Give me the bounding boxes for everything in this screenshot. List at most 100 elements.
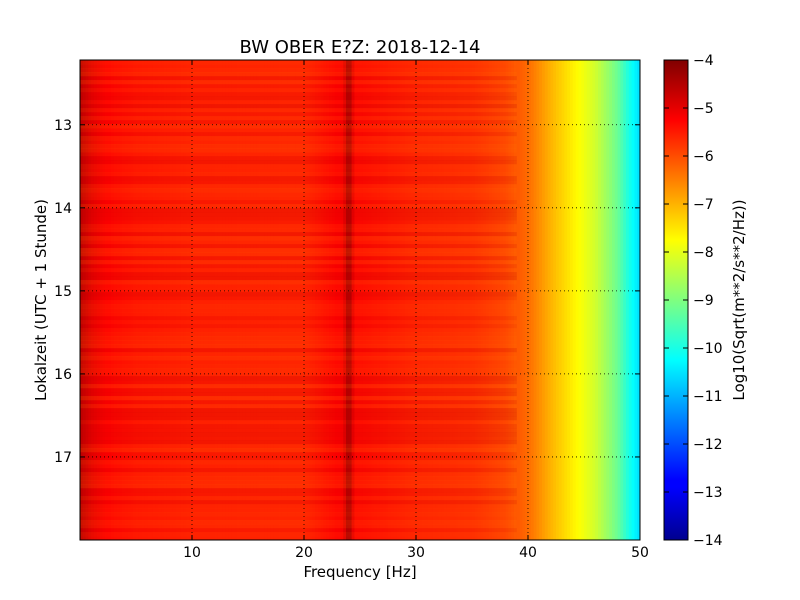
- heatmap-row-streak: [80, 372, 517, 377]
- heatmap-column: [214, 60, 218, 540]
- heatmap-column: [620, 60, 624, 540]
- heatmap-row-streak: [80, 528, 517, 533]
- heatmap-column: [528, 60, 532, 540]
- heatmap-column: [186, 60, 190, 540]
- heatmap-column: [138, 60, 143, 540]
- heatmap-column: [267, 60, 271, 540]
- heatmap-column: [236, 60, 241, 540]
- heatmap-column: [575, 60, 579, 540]
- heatmap-column: [544, 60, 549, 540]
- heatmap-row-streak: [80, 436, 517, 441]
- heatmap-column: [200, 60, 204, 540]
- heatmap-column: [122, 60, 126, 540]
- heatmap-column: [189, 60, 193, 540]
- heatmap-row-streak: [80, 376, 517, 381]
- heatmap-row-streak: [80, 456, 517, 461]
- heatmap-column: [346, 60, 350, 540]
- heatmap-column: [320, 60, 325, 540]
- heatmap-row-streak: [80, 420, 517, 425]
- heatmap-column: [399, 60, 403, 540]
- heatmap-column: [634, 60, 638, 540]
- heatmap-column: [444, 60, 448, 540]
- x-axis-ticks: 10 20 30 40 50: [183, 60, 649, 561]
- heatmap-column: [281, 60, 285, 540]
- heatmap-column: [357, 60, 361, 540]
- colorbar-tick-label: −6: [693, 149, 714, 165]
- heatmap-column: [164, 60, 168, 540]
- heatmap-column: [273, 60, 277, 540]
- heatmap-row-streak: [80, 92, 517, 97]
- heatmap-row-streak: [80, 388, 517, 393]
- heatmap-column: [169, 60, 173, 540]
- heatmap-column: [82, 60, 87, 540]
- heatmap-row-streak: [80, 156, 517, 161]
- heatmap-row-streak: [80, 296, 517, 301]
- heatmap-column: [175, 60, 179, 540]
- heatmap-row-streak: [80, 320, 517, 325]
- heatmap-column: [183, 60, 187, 540]
- heatmap-row-streak: [80, 488, 517, 493]
- heatmap-column: [617, 60, 621, 540]
- heatmap-row-streak: [80, 348, 517, 353]
- heatmap-row-streak: [80, 240, 517, 245]
- heatmap-column: [130, 60, 134, 540]
- heatmap-column: [376, 60, 381, 540]
- heatmap-column: [446, 60, 451, 540]
- heatmap-row-streak: [80, 536, 517, 540]
- heatmap-column: [124, 60, 129, 540]
- heatmap-row-streak: [80, 276, 517, 281]
- heatmap-column: [628, 60, 633, 540]
- heatmap-column: [581, 60, 585, 540]
- heatmap-row-streak: [80, 100, 517, 105]
- heatmap-column: [631, 60, 635, 540]
- heatmap-column: [80, 60, 84, 540]
- heatmap-column: [371, 60, 375, 540]
- heatmap-column: [270, 60, 274, 540]
- heatmap-column: [435, 60, 439, 540]
- heatmap-row-streak: [80, 76, 517, 81]
- heatmap-column: [192, 60, 196, 540]
- colorbar-tick-label: −11: [693, 389, 723, 405]
- x-axis-label: Frequency [Hz]: [303, 563, 416, 581]
- heatmap-row-streak: [80, 292, 517, 297]
- heatmap-column: [133, 60, 137, 540]
- chart-title: BW OBER E?Z: 2018-12-14: [240, 37, 481, 58]
- heatmap-column: [424, 60, 428, 540]
- heatmap-row-streaks: [80, 60, 517, 540]
- heatmap-column: [402, 60, 406, 540]
- y-tick-label: 16: [54, 367, 72, 383]
- heatmap-column: [514, 60, 518, 540]
- heatmap-column: [483, 60, 487, 540]
- x-tick-label: 40: [519, 545, 537, 561]
- heatmap-column: [404, 60, 409, 540]
- heatmap-column: [393, 60, 397, 540]
- heatmap-column: [390, 60, 395, 540]
- heatmap-row-streak: [80, 424, 517, 429]
- heatmap-column: [516, 60, 521, 540]
- heatmap-row-streak: [80, 476, 517, 481]
- heatmap-row-streak: [80, 516, 517, 521]
- heatmap-column: [253, 60, 257, 540]
- heatmap-row-streak: [80, 112, 517, 117]
- heatmap-row-streak: [80, 360, 517, 365]
- heatmap-column: [113, 60, 117, 540]
- heatmap-column: [332, 60, 336, 540]
- heatmap-column: [410, 60, 414, 540]
- y-tick-label: 15: [54, 284, 72, 300]
- heatmap-row-streak: [80, 364, 517, 369]
- heatmap-row-streak: [80, 252, 517, 257]
- heatmap-row-streak: [80, 392, 517, 397]
- heatmap-column: [278, 60, 283, 540]
- heatmap-row-streak: [80, 480, 517, 485]
- heatmap-row-streak: [80, 132, 517, 137]
- heatmap-column: [231, 60, 235, 540]
- heatmap-column: [144, 60, 148, 540]
- heatmap-row-streak: [80, 244, 517, 249]
- heatmap-column: [301, 60, 305, 540]
- heatmap-column: [388, 60, 392, 540]
- heatmap-column: [206, 60, 210, 540]
- heatmap-row-streak: [80, 324, 517, 329]
- heatmap-column: [304, 60, 308, 540]
- heatmap-column: [637, 60, 640, 540]
- heatmap-column: [298, 60, 302, 540]
